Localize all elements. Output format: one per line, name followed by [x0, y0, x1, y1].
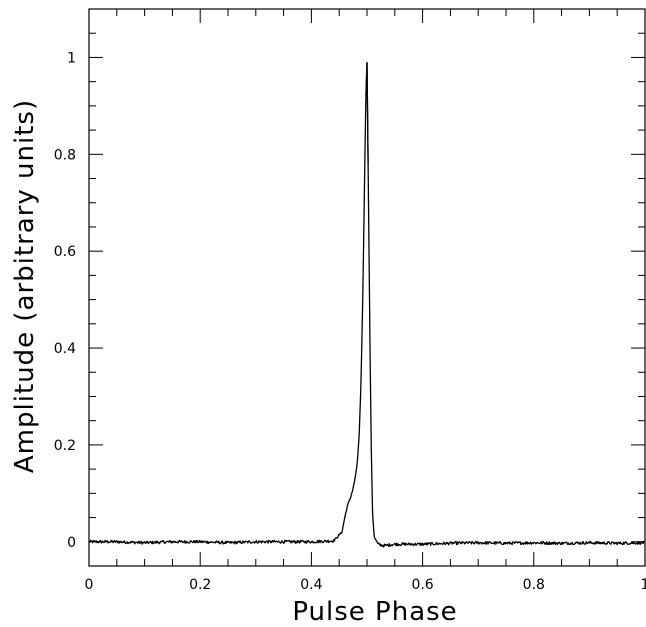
x-tick-label: 0: [85, 577, 94, 593]
x-tick-label: 1: [641, 577, 646, 593]
pulse-profile-line: [88, 62, 646, 548]
x-axis-title: Pulse Phase: [292, 597, 457, 627]
pulse-peak-segment: [366, 62, 369, 164]
y-tick-label: 0.2: [54, 438, 76, 454]
y-tick-label: 1: [67, 50, 76, 66]
y-axis-title: Amplitude (arbitrary units): [10, 99, 40, 473]
y-tick-label: 0.4: [54, 341, 76, 357]
y-axis-tick-labels: 0 0.2 0.4 0.6 0.8 1: [54, 50, 76, 550]
x-tick-label: 0.6: [411, 577, 433, 593]
x-axis-ticks: [88, 9, 646, 566]
y-tick-label: 0.8: [54, 147, 76, 163]
x-axis-tick-labels: 0 0.2 0.4 0.6 0.8 1: [85, 577, 646, 593]
series-layer: [88, 62, 646, 548]
y-tick-label: 0.6: [54, 244, 76, 260]
x-tick-label: 0.2: [189, 577, 211, 593]
x-tick-label: 0.8: [523, 577, 545, 593]
x-tick-label: 0.4: [300, 577, 322, 593]
y-tick-label: 0: [67, 535, 76, 551]
